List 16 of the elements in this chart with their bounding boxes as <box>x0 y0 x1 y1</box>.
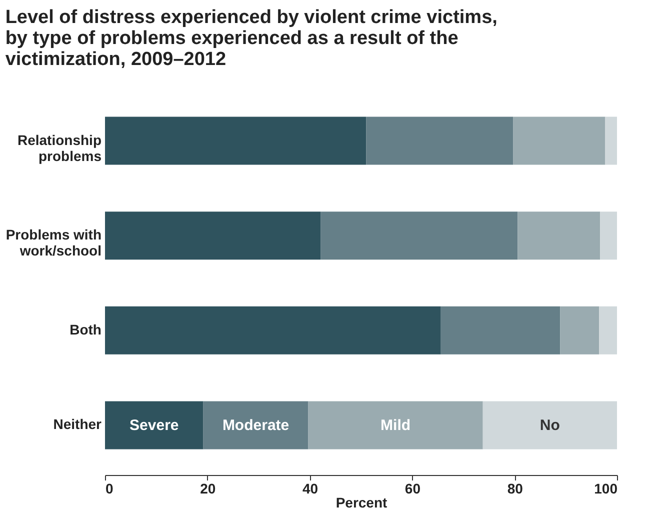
y-tick-label: Both <box>70 321 102 338</box>
x-axis-title: Percent <box>336 494 388 510</box>
series-label: Mild <box>380 417 411 434</box>
y-tick-label: Neither <box>53 416 102 432</box>
x-tick-label: 60 <box>404 480 421 496</box>
y-tick-label: Relationship problems <box>17 132 102 164</box>
x-tick-label: 80 <box>507 480 524 496</box>
series-label: Moderate <box>222 417 290 434</box>
x-tick-label: 0 <box>106 480 114 496</box>
series-label: No <box>540 417 560 434</box>
x-tick-label: 100 <box>594 480 618 496</box>
x-tick-label: 40 <box>302 480 318 496</box>
x-tick-label: 20 <box>200 480 216 496</box>
chart-title: Level of distress experienced by violent crime victims, by type of problems experienced as a result of the victimization, 2009–2012 <box>5 7 498 70</box>
y-tick-label: Problems with work/school <box>6 226 102 259</box>
series-label: Severe <box>130 417 179 434</box>
